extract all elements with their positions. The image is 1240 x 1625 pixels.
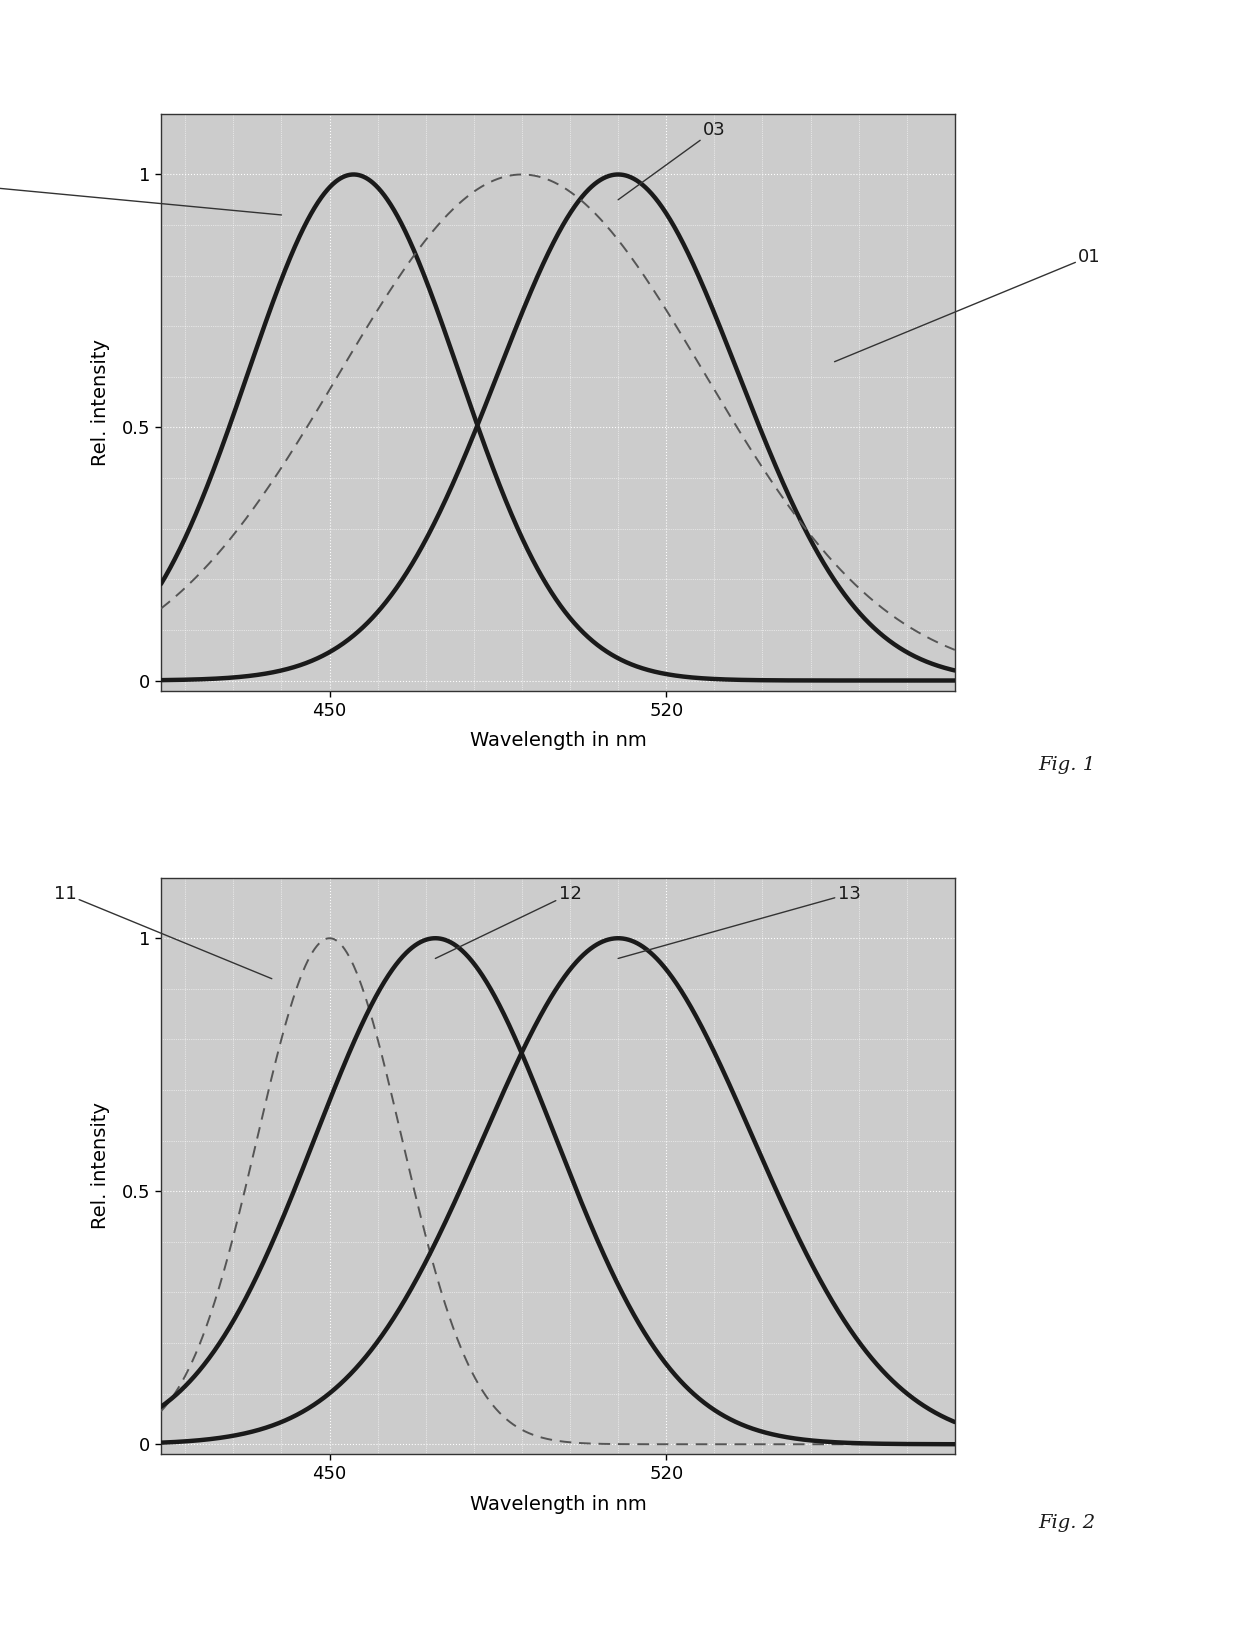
Text: Fig. 2: Fig. 2 bbox=[1038, 1514, 1095, 1532]
Text: 02: 02 bbox=[0, 120, 281, 214]
Y-axis label: Rel. intensity: Rel. intensity bbox=[92, 338, 110, 466]
Y-axis label: Rel. intensity: Rel. intensity bbox=[92, 1102, 110, 1230]
X-axis label: Wavelength in nm: Wavelength in nm bbox=[470, 1495, 646, 1513]
Text: 13: 13 bbox=[618, 884, 861, 959]
Text: 03: 03 bbox=[618, 120, 725, 200]
Text: 01: 01 bbox=[835, 247, 1101, 362]
Text: Fig. 1: Fig. 1 bbox=[1038, 756, 1095, 773]
Text: 12: 12 bbox=[435, 884, 582, 959]
X-axis label: Wavelength in nm: Wavelength in nm bbox=[470, 731, 646, 749]
Text: 11: 11 bbox=[53, 884, 272, 978]
